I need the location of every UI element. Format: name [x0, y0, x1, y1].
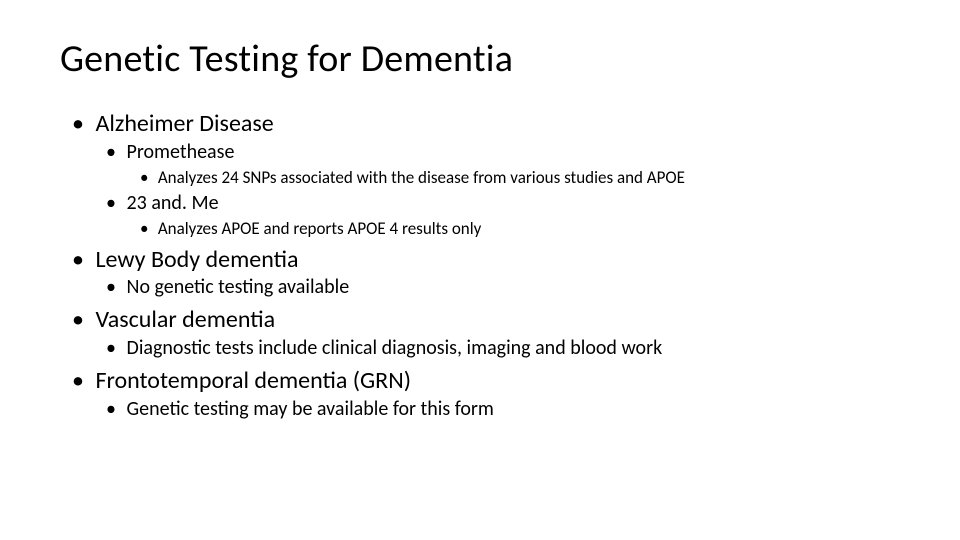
list-item: No genetic testing available	[106, 275, 900, 300]
slide-title: Genetic Testing for Dementia	[60, 36, 900, 82]
list-item: Promethease Analyzes 24 SNPs associated …	[106, 140, 900, 189]
list-item: Frontotemporal dementia (GRN) Genetic te…	[72, 367, 900, 422]
bullet-list: Alzheimer Disease Promethease Analyzes 2…	[60, 110, 900, 422]
bullet-list: Analyzes APOE and reports APOE 4 results…	[106, 218, 900, 240]
list-item-text: Analyzes APOE and reports APOE 4 results…	[158, 218, 482, 239]
list-item-text: Diagnostic tests include clinical diagno…	[127, 336, 663, 360]
list-item-text: Frontotemporal dementia (GRN)	[95, 366, 411, 395]
list-item-text: 23 and. Me	[127, 191, 219, 215]
list-item-text: Promethease	[127, 140, 235, 164]
list-item: Vascular dementia Diagnostic tests inclu…	[72, 306, 900, 361]
list-item-text: Vascular dementia	[95, 305, 275, 334]
list-item: Analyzes 24 SNPs associated with the dis…	[140, 167, 900, 189]
list-item-text: Alzheimer Disease	[95, 109, 273, 138]
list-item: Diagnostic tests include clinical diagno…	[106, 336, 900, 361]
bullet-list: Diagnostic tests include clinical diagno…	[72, 336, 900, 361]
list-item: 23 and. Me Analyzes APOE and reports APO…	[106, 191, 900, 240]
list-item: Lewy Body dementia No genetic testing av…	[72, 246, 900, 301]
bullet-list: Analyzes 24 SNPs associated with the dis…	[106, 167, 900, 189]
list-item: Alzheimer Disease Promethease Analyzes 2…	[72, 110, 900, 240]
bullet-list: Genetic testing may be available for thi…	[72, 397, 900, 422]
list-item-text: Genetic testing may be available for thi…	[127, 397, 494, 421]
list-item: Analyzes APOE and reports APOE 4 results…	[140, 218, 900, 240]
bullet-list: No genetic testing available	[72, 275, 900, 300]
list-item: Genetic testing may be available for thi…	[106, 397, 900, 422]
list-item-text: Lewy Body dementia	[95, 245, 298, 274]
list-item-text: Analyzes 24 SNPs associated with the dis…	[158, 167, 685, 188]
bullet-list: Promethease Analyzes 24 SNPs associated …	[72, 140, 900, 240]
list-item-text: No genetic testing available	[127, 275, 350, 299]
